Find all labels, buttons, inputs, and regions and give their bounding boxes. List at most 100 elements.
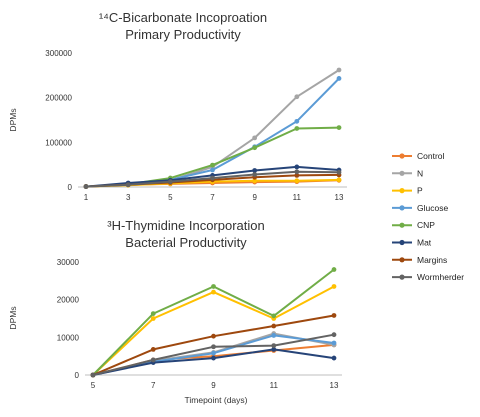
- top-point-n: [252, 135, 258, 141]
- legend-item-cnp: CNP: [392, 220, 435, 230]
- legend-marker: [399, 274, 405, 280]
- legend-marker: [399, 239, 405, 246]
- top-point-mat: [294, 164, 300, 170]
- top-x-tick-label: 11: [293, 193, 302, 202]
- top-point-glucose: [294, 118, 300, 124]
- bottom-x-tick-label: 11: [270, 381, 279, 390]
- legend-label: Mat: [417, 238, 432, 248]
- bottom-chart-plot: 0 10000 20000 30000 5 7 9 11 13: [57, 258, 342, 390]
- top-point-cnp: [210, 162, 215, 168]
- top-x-tick-label: 1: [84, 193, 89, 202]
- bottom-series-line-p: [92, 285, 335, 376]
- bottom-chart-title: ³H-Thymidine Incorporation: [107, 218, 265, 233]
- bottom-x-tick-label: 7: [151, 381, 156, 390]
- legend-label: Margins: [417, 255, 447, 265]
- top-point-n: [294, 94, 300, 100]
- top-x-tick-label: 7: [210, 193, 215, 202]
- bottom-x-tick-label: 5: [91, 381, 96, 390]
- bottom-point-glucose: [271, 333, 277, 338]
- bottom-point-glucose: [331, 340, 337, 346]
- legend-label: Control: [417, 151, 445, 161]
- top-x-tick-label: 13: [335, 193, 344, 202]
- bottom-x-tick-label: 9: [211, 381, 216, 390]
- top-point-wormherder: [83, 184, 89, 189]
- bottom-point-mat: [331, 355, 337, 361]
- bottom-point-wormherder: [211, 344, 216, 350]
- top-point-wormherder: [336, 169, 342, 175]
- top-x-tick-label: 5: [168, 193, 173, 202]
- top-y-tick-label: 0: [68, 183, 73, 192]
- top-point-glucose: [210, 167, 215, 173]
- bottom-chart-xlabel: Timepoint (days): [185, 395, 248, 405]
- bottom-point-p: [331, 284, 337, 289]
- top-chart-subtitle: Primary Productivity: [125, 27, 241, 42]
- legend-label: Wormherder: [417, 272, 464, 282]
- bottom-chart-ylabel: DPMs: [8, 306, 18, 329]
- top-point-p: [294, 178, 300, 184]
- legend-item-p: P: [392, 186, 423, 196]
- bottom-x-tick-label: 13: [330, 381, 339, 390]
- legend-item-control: Control: [392, 151, 445, 161]
- bottom-point-cnp: [331, 267, 337, 272]
- top-chart-ylabel: DPMs: [8, 108, 18, 131]
- bottom-point-p: [150, 316, 156, 321]
- legend-marker: [399, 153, 405, 159]
- bottom-point-margins: [211, 333, 216, 339]
- legend-item-wormherder: Wormherder: [392, 272, 464, 282]
- top-point-cnp: [336, 125, 342, 130]
- bottom-point-wormherder: [271, 343, 277, 349]
- legend-label: P: [417, 186, 423, 196]
- bottom-y-tick-label: 0: [75, 371, 80, 380]
- legend-marker: [399, 188, 405, 194]
- bottom-point-mat: [271, 346, 277, 352]
- legend-label: N: [417, 168, 423, 178]
- bottom-point-p: [211, 289, 216, 295]
- top-point-mat: [252, 168, 258, 173]
- top-point-wormherder: [125, 182, 131, 188]
- bottom-point-cnp: [271, 313, 277, 319]
- top-point-glucose: [336, 76, 342, 81]
- top-point-wormherder: [167, 179, 173, 185]
- bottom-point-glucose: [211, 350, 216, 356]
- top-point-p: [336, 177, 342, 183]
- top-point-p: [252, 178, 258, 184]
- legend-marker: [399, 170, 405, 176]
- chart-legend: Control NP Glucose CNP Mat Margins Wormherder: [392, 151, 464, 282]
- top-y-tick-label: 300000: [45, 49, 72, 58]
- bottom-point-wormherder: [150, 357, 156, 363]
- bottom-point-mat: [211, 355, 216, 361]
- bottom-point-cnp: [150, 311, 156, 317]
- bottom-point-margins: [150, 346, 156, 352]
- legend-item-mat: Mat: [392, 238, 432, 248]
- bottom-y-tick-label: 30000: [57, 258, 80, 267]
- legend-item-margins: Margins: [392, 255, 447, 265]
- legend-marker: [399, 222, 405, 228]
- legend-label: CNP: [417, 220, 435, 230]
- top-chart-title: ¹⁴C-Bicarbonate Incoproation: [99, 10, 267, 25]
- bottom-point-cnp: [211, 284, 216, 289]
- bottom-y-tick-label: 20000: [57, 296, 80, 305]
- top-y-tick-label: 200000: [45, 94, 72, 103]
- top-x-tick-label: 3: [126, 193, 131, 202]
- bottom-chart-subtitle: Bacterial Productivity: [125, 235, 247, 250]
- legend-marker: [399, 205, 405, 211]
- bottom-y-tick-label: 10000: [57, 333, 80, 342]
- bottom-point-wormherder: [331, 332, 337, 338]
- legend-item-n: N: [392, 168, 423, 178]
- top-point-wormherder: [210, 175, 215, 181]
- top-point-margins: [294, 172, 300, 178]
- top-x-tick-label: 9: [252, 193, 257, 202]
- legend-marker: [399, 257, 405, 263]
- bottom-point-margins: [331, 313, 337, 318]
- top-y-tick-label: 100000: [45, 138, 72, 147]
- top-point-wormherder: [252, 172, 258, 177]
- top-point-wormherder: [294, 169, 300, 175]
- legend-item-glucose: Glucose: [392, 203, 448, 213]
- bottom-point-margins: [271, 323, 277, 329]
- top-point-cnp: [252, 145, 258, 151]
- top-point-cnp: [294, 126, 300, 131]
- bottom-point-wormherder: [90, 372, 96, 378]
- top-point-n: [336, 67, 342, 73]
